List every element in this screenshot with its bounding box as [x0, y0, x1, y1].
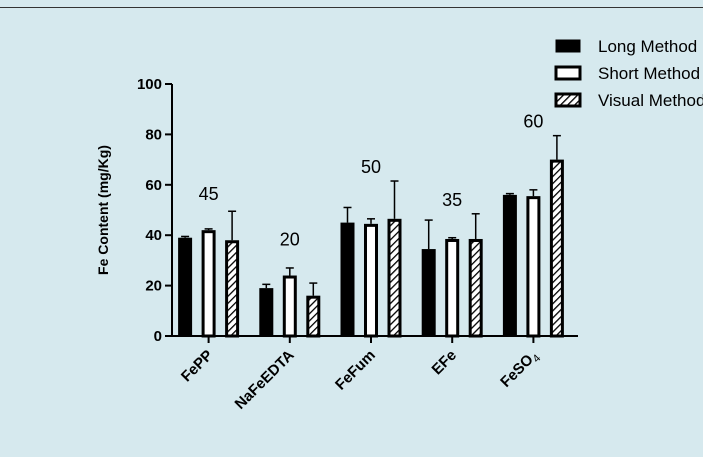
bar	[468, 238, 483, 338]
bar	[282, 275, 297, 338]
bar	[306, 295, 321, 338]
y-tick-label: 100	[137, 76, 162, 93]
legend-swatch	[554, 92, 582, 108]
top-border-line	[0, 7, 703, 8]
bar	[549, 159, 564, 338]
bar	[387, 218, 402, 338]
x-tick-label: FeFum	[332, 347, 379, 394]
bar	[178, 237, 193, 337]
bar	[201, 230, 216, 338]
y-axis-label: Fe Content (mg/Kg)	[95, 145, 111, 275]
legend: Long Method Short Method Visual Method	[554, 37, 703, 110]
bar	[259, 288, 274, 337]
x-tick-label: NaFeEDTA	[232, 347, 298, 413]
y-tick-label: 20	[145, 278, 162, 295]
bar	[340, 222, 355, 337]
legend-label: Long Method	[598, 37, 697, 56]
value-annotation: 45	[199, 184, 219, 204]
bar	[445, 238, 460, 338]
x-tick-label: FeSO4	[497, 347, 543, 393]
annotations: 45 20 50 35 60	[199, 112, 544, 250]
bar	[225, 240, 240, 338]
x-tick-label: FePP	[178, 347, 217, 386]
x-tick-label: EFe	[429, 347, 460, 378]
y-tick-label: 0	[154, 328, 162, 345]
y-tick-label: 40	[145, 227, 162, 244]
legend-label: Visual Method	[598, 91, 703, 110]
y-tick-label: 80	[145, 126, 162, 143]
legend-swatch	[555, 39, 581, 53]
value-annotation: 35	[442, 190, 462, 210]
bars	[178, 134, 564, 338]
y-tick-label: 60	[145, 177, 162, 194]
bar	[526, 196, 541, 338]
value-annotation: 60	[523, 112, 543, 132]
value-annotation: 50	[361, 157, 381, 177]
bar	[364, 223, 378, 338]
bar	[421, 249, 436, 337]
bar	[502, 194, 517, 337]
value-annotation: 20	[280, 230, 300, 250]
legend-swatch	[554, 65, 582, 81]
legend-label: Short Method	[598, 64, 700, 83]
